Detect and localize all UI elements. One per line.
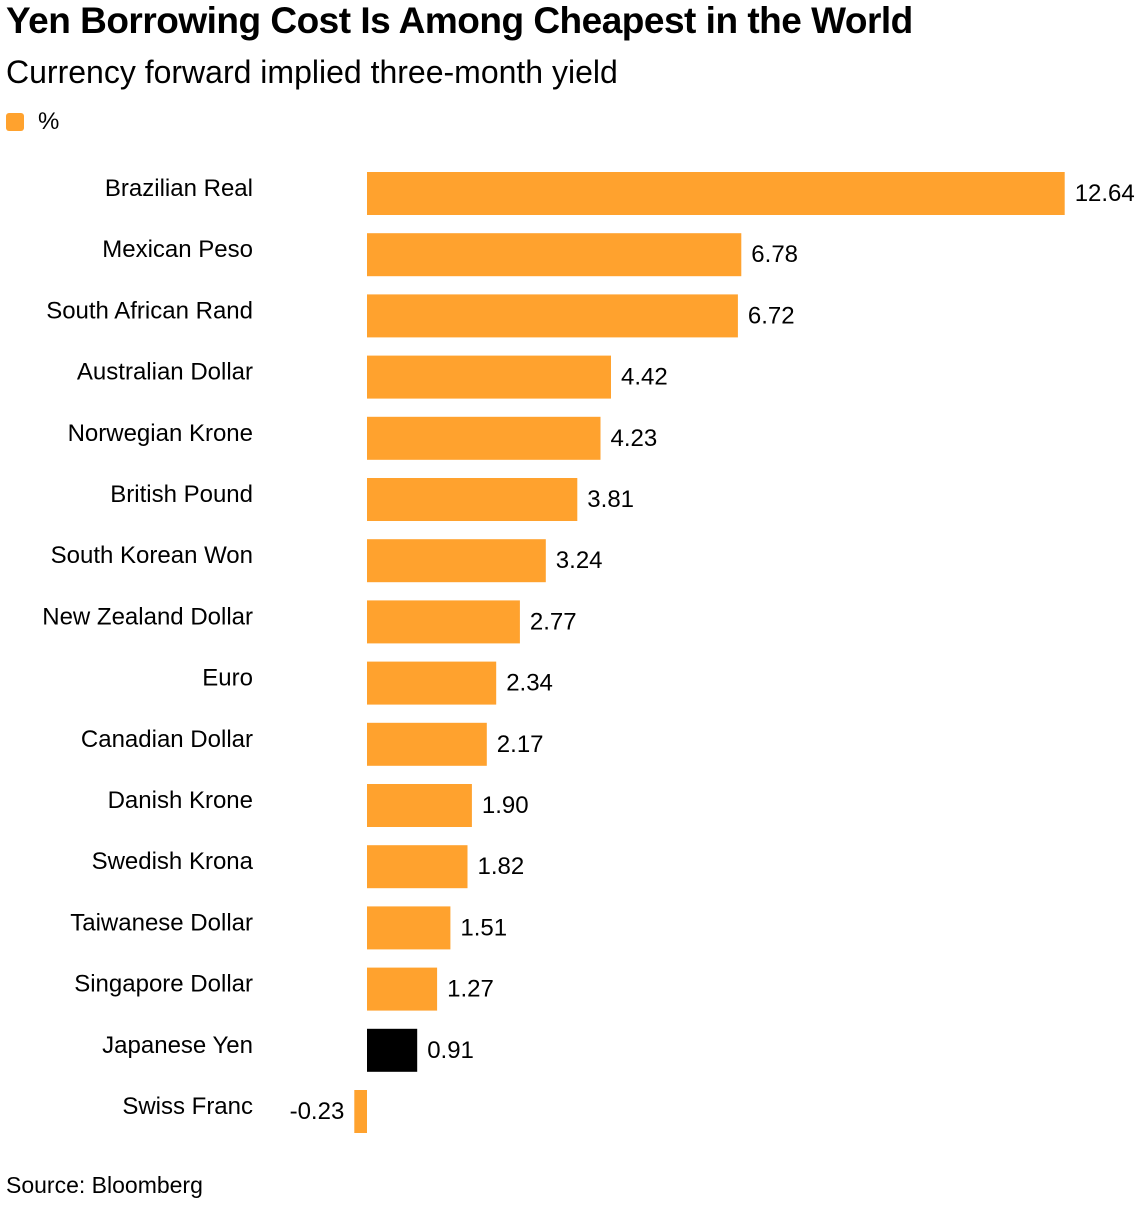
- category-label: South Korean Won: [51, 542, 253, 569]
- category-label: Japanese Yen: [102, 1032, 253, 1059]
- bar: [367, 294, 738, 338]
- value-label: 0.91: [427, 1037, 474, 1064]
- category-label: New Zealand Dollar: [42, 603, 253, 630]
- category-label: Taiwanese Dollar: [70, 909, 253, 936]
- bar: [367, 661, 497, 705]
- value-label: 1.90: [482, 792, 529, 819]
- bar: [367, 722, 487, 766]
- category-label: Mexican Peso: [102, 236, 253, 263]
- legend-label: %: [38, 108, 60, 135]
- value-label: 2.17: [497, 731, 544, 758]
- legend-swatch: [6, 113, 24, 131]
- bar: [367, 1028, 418, 1072]
- value-label: 4.23: [611, 425, 658, 452]
- value-label: 12.64: [1075, 180, 1135, 207]
- category-label: South African Rand: [46, 297, 253, 324]
- value-label: 3.24: [556, 547, 603, 574]
- bar: [367, 172, 1065, 215]
- category-label: Canadian Dollar: [81, 726, 253, 753]
- category-label: Australian Dollar: [77, 359, 253, 386]
- value-label: -0.23: [290, 1098, 345, 1125]
- bar: [367, 355, 611, 399]
- value-label: 1.51: [460, 914, 507, 941]
- chart-subtitle: Currency forward implied three-month yie…: [6, 54, 618, 90]
- bar: [367, 416, 601, 460]
- category-label: Swedish Krona: [92, 848, 254, 875]
- value-label: 2.77: [530, 608, 577, 635]
- bar: [367, 906, 451, 950]
- value-label: 6.72: [748, 302, 795, 329]
- category-label: Norwegian Krone: [68, 420, 253, 447]
- category-label: Singapore Dollar: [74, 971, 253, 998]
- value-label: 2.34: [506, 670, 553, 697]
- bar: [367, 845, 468, 889]
- category-label: Swiss Franc: [122, 1093, 253, 1120]
- category-label: Danish Krone: [108, 787, 253, 814]
- bar: [367, 478, 578, 521]
- bar: [354, 1090, 367, 1133]
- value-label: 3.81: [587, 486, 634, 513]
- bar: [367, 600, 520, 644]
- category-label: British Pound: [110, 481, 253, 508]
- bar: [367, 967, 438, 1011]
- bar: [367, 784, 472, 827]
- value-label: 6.78: [751, 241, 798, 268]
- category-label: Brazilian Real: [105, 175, 253, 202]
- value-label: 1.82: [478, 853, 525, 880]
- chart-title: Yen Borrowing Cost Is Among Cheapest in …: [6, 0, 913, 41]
- value-label: 4.42: [621, 364, 668, 391]
- value-label: 1.27: [447, 976, 494, 1003]
- bar: [367, 539, 546, 583]
- bar: [367, 233, 742, 277]
- category-label: Euro: [202, 665, 253, 692]
- source-note: Source: Bloomberg: [6, 1172, 203, 1198]
- legend: %: [6, 108, 59, 136]
